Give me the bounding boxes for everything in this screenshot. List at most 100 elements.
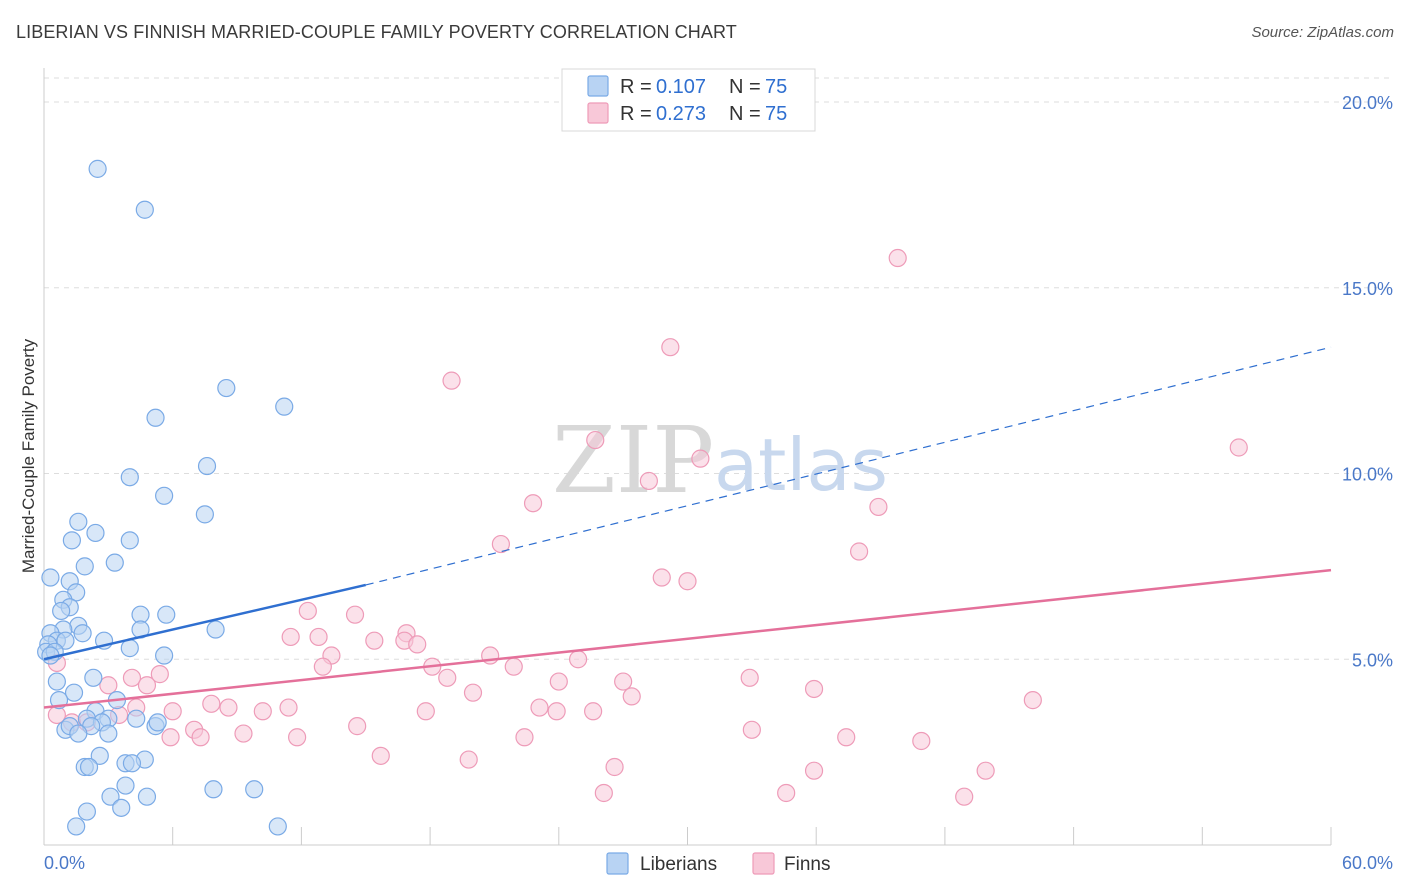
finns-point (365, 631, 384, 650)
finns-point (309, 627, 328, 647)
finns-point (605, 757, 624, 777)
liberians-point (204, 780, 223, 799)
finns-point (1229, 438, 1248, 457)
finns-points (47, 248, 1248, 806)
liberians-point (75, 557, 94, 576)
finns-point (463, 683, 483, 702)
y-axis-label: Married-Couple Family Poverty (19, 338, 38, 573)
liberians-point (67, 817, 86, 836)
liberians-point (73, 624, 92, 643)
finns-point (569, 650, 588, 669)
source-label[interactable]: Source: ZipAtlas.com (1251, 24, 1394, 41)
watermark-zip: ZIP (552, 407, 714, 514)
liberians-point (41, 568, 60, 587)
liberians-point (62, 531, 81, 550)
liberians-point (120, 639, 139, 658)
finns-point (804, 761, 824, 780)
legend: R = 0.107 N = 75 R = 0.273 N = 75 (561, 68, 816, 132)
liberians-point (47, 672, 66, 691)
finns-point (678, 572, 697, 591)
liberians-point (84, 668, 103, 687)
liberians-points (37, 159, 294, 836)
trend-lines (43, 346, 1332, 709)
liberians-point (105, 553, 124, 572)
y-tick-label: 20.0% (1342, 93, 1393, 113)
finns-point (438, 668, 457, 687)
finns-point (955, 787, 974, 806)
legend-swatch-finns (587, 102, 609, 124)
liberians-point (275, 397, 294, 416)
finns-point (869, 497, 888, 517)
liberians-point (101, 787, 120, 806)
finns-point (491, 534, 510, 554)
finns-point (976, 761, 995, 780)
finns-point (137, 676, 157, 695)
legend-r-label-finns: R = (620, 103, 652, 125)
liberians-point (268, 817, 287, 836)
bottom-legend: Liberians Finns (606, 852, 830, 875)
finns-point (345, 605, 365, 624)
finns-point (161, 728, 180, 747)
x-tick-label-max: 60.0% (1342, 853, 1393, 873)
liberians-point (135, 200, 154, 219)
finns-point (530, 698, 549, 717)
finns-point (202, 694, 221, 713)
x-ticks (43, 827, 1332, 845)
finns-point (219, 698, 238, 717)
liberians-point (69, 512, 88, 531)
liberians-point (120, 531, 139, 550)
liberians-point (88, 159, 107, 178)
bottom-legend-liberians[interactable]: Liberians (640, 854, 717, 875)
liberians-point (120, 468, 139, 487)
bottom-legend-finns[interactable]: Finns (784, 854, 830, 875)
finns-point (622, 687, 641, 706)
legend-n-value-finns: 75 (765, 103, 787, 125)
finns-point (99, 676, 118, 695)
x-tick-label-min: 0.0% (44, 853, 85, 873)
bottom-legend-swatch-liberians[interactable] (606, 852, 629, 875)
finns-point (279, 698, 298, 717)
bottom-legend-swatch-finns[interactable] (752, 852, 775, 875)
legend-r-label-liberians: R = (620, 76, 652, 98)
finns-point (742, 720, 761, 739)
finns-point (348, 717, 367, 736)
finns-point (163, 702, 182, 721)
liberians-point (90, 746, 109, 765)
finns-point (614, 672, 633, 691)
finns-point (912, 731, 931, 751)
liberians-trend-line (43, 583, 367, 661)
liberians-point (197, 456, 217, 476)
finns-point (150, 665, 169, 684)
liberians-point (122, 754, 142, 773)
legend-n-value-liberians: 75 (765, 76, 787, 98)
finns-point (313, 657, 332, 676)
legend-n-label-finns: N = (729, 103, 761, 125)
chart-title: LIBERIAN VS FINNISH MARRIED-COUPLE FAMIL… (16, 22, 737, 42)
liberians-point (86, 523, 105, 543)
liberians-point (148, 713, 167, 732)
gridlines (44, 77, 1393, 660)
finns-point (888, 248, 907, 268)
finns-point (416, 702, 435, 721)
finns-point (661, 338, 680, 357)
finns-point (234, 724, 253, 743)
finns-point (837, 728, 856, 747)
finns-point (459, 750, 478, 769)
liberians-point (79, 757, 99, 777)
liberians-point (217, 378, 236, 398)
finns-point (652, 568, 671, 587)
finns-point (298, 601, 317, 621)
legend-r-value-liberians: 0.107 (656, 76, 706, 98)
legend-n-label-liberians: N = (729, 76, 761, 98)
finns-point (584, 702, 603, 721)
liberians-point (146, 408, 165, 427)
finns-point (253, 702, 272, 721)
liberians-point (69, 724, 88, 743)
finns-point (408, 635, 427, 654)
legend-swatch-liberians (587, 75, 609, 97)
finns-point (804, 679, 824, 699)
liberians-point (206, 620, 225, 639)
finns-point (515, 728, 534, 747)
finns-point (549, 672, 568, 691)
